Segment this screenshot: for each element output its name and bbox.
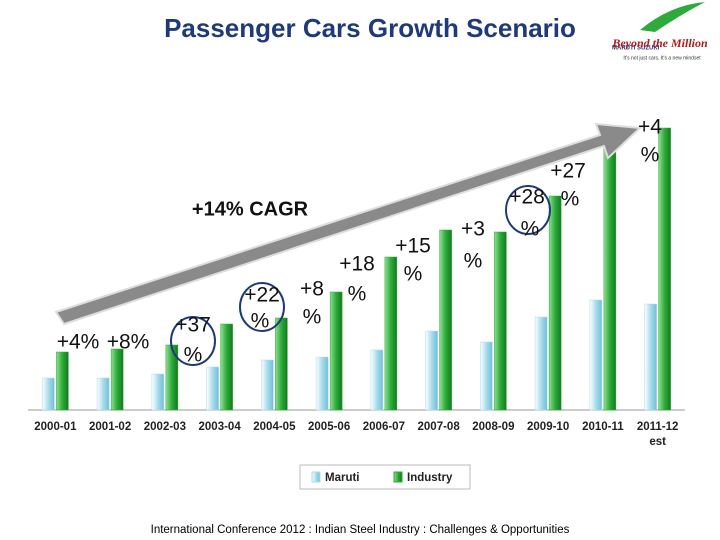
bar [439,229,452,411]
highlight-circle [170,316,216,366]
growth-annotation: % [641,144,660,167]
growth-annotation: % [521,218,540,241]
bar [315,356,329,411]
growth-annotation: % [251,310,270,333]
bar [96,377,110,411]
highlight-circle [505,185,551,235]
highlight-circle [239,282,285,332]
growth-annotation: % [184,344,203,367]
growth-annotation: % [348,283,367,306]
logo-title: Beyond the Million [611,36,708,50]
growth-annotation: +18 [339,253,375,276]
bar [370,349,384,411]
growth-annotation: +15 [395,235,431,258]
bar [548,195,562,411]
bar [425,330,438,411]
bar [275,317,288,411]
bar [494,231,507,411]
x-tick-label: 2007-08 [418,421,461,433]
bar [151,373,165,411]
trend-arrow [54,122,643,326]
legend [299,464,471,490]
x-tick-label: 2009-10 [527,421,569,433]
bar [220,323,233,411]
x-tick-label: 2008-09 [472,421,514,433]
legend-label: Maruti [325,472,360,484]
bar [206,366,219,411]
growth-annotation: +37 [175,314,211,337]
footer: International Conference 2012 : Indian S… [151,524,570,536]
x-tick-label: 2000-01 [34,421,77,433]
logo-brand: MARUTI SUZUKI [612,46,660,52]
growth-annotation: +28 [509,186,545,209]
growth-annotation: % [464,250,483,273]
bar [261,359,274,411]
bar [110,348,124,411]
bar [384,256,398,411]
x-tick-label: 2004-05 [253,421,296,433]
bar [56,351,69,411]
bar [603,141,617,411]
bar [42,377,55,411]
legend-label: Industry [407,472,453,484]
bar [658,127,671,411]
growth-annotation: +22 [244,284,280,307]
bar [329,291,343,411]
x-tick-label: 2010-11 [582,421,624,433]
trend-label: +14% CAGR [192,198,309,220]
growth-annotation: +3 [461,218,485,241]
growth-annotation: +4 [638,116,662,139]
growth-annotation: +4% [57,331,100,354]
legend-swatch [393,471,403,483]
bar [534,316,548,411]
bar [644,303,657,411]
x-tick-label: 2011-12 est [637,421,679,448]
growth-annotation: +8% [107,331,150,354]
x-tick-label: 2002-03 [144,421,186,433]
x-tick-label: 2001-02 [89,421,131,433]
x-tick-label: 2003-04 [199,421,242,433]
growth-annotation: % [404,263,423,286]
logo-swoosh [640,2,705,32]
growth-annotation: +27 [550,160,586,183]
x-tick-label: 2005-06 [308,421,350,433]
logo-tagline: It's not just cars. It's a new mindset [623,55,701,61]
x-tick-label: 2006-07 [363,421,405,433]
logo: MARUTI SUZUKI Beyond the Million It's no… [611,2,708,61]
bar [589,299,603,411]
growth-annotation: % [303,306,322,329]
title: Passenger Cars Growth Scenario [164,13,576,43]
growth-annotation: % [561,188,580,211]
bar [480,341,493,411]
growth-annotation: +8 [300,278,324,301]
legend-swatch [311,471,321,483]
